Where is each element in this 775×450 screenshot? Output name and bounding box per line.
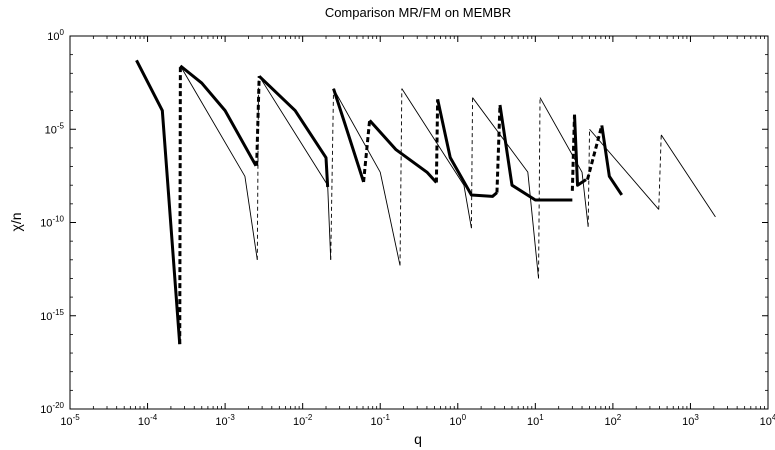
series-thin-solid-segment-1: [179, 65, 258, 260]
series-thin-solid-segment-5: [472, 97, 539, 279]
series-thin-dashed-segment-5: [538, 97, 541, 279]
x-tick-label: 10-4: [138, 413, 158, 428]
x-axis-label: q: [414, 431, 422, 447]
series-thick-solid-segment-1: [179, 64, 258, 167]
tick-labels: 10-5 10-4 10-3 10-2 10-1 100 101 102 103 104 10-20…: [40, 28, 775, 428]
y-tick-label: 10-10: [40, 215, 64, 230]
x-tick-label: 100: [449, 413, 466, 428]
series-thin-dashed-segment-7: [658, 134, 662, 210]
series-thin-dashed-segment-1: [256, 76, 260, 260]
x-tick-label: 10-5: [60, 413, 80, 428]
series-thick-solid-segment-1: [135, 59, 182, 345]
series-thick-dashed-segment-3: [362, 120, 372, 183]
y-tick-label: 10-20: [40, 401, 64, 416]
series-thick-solid-segment-2: [258, 75, 330, 188]
series-thick-solid-segment-3: [332, 88, 365, 183]
series-thick-solid-segment-8: [600, 125, 623, 196]
series-thin-solid-segment-7: [589, 128, 660, 210]
series-thick-dashed-segment-1: [178, 65, 182, 345]
series-thin-dashed-segment-2: [330, 88, 334, 260]
x-tick-label: 10-3: [215, 413, 235, 428]
plot-area: [69, 35, 769, 410]
y-tick-label: 10-15: [40, 308, 64, 323]
series-thick-solid-segment-6: [498, 104, 573, 202]
x-tick-label: 101: [527, 413, 544, 428]
series-layer: [135, 59, 716, 345]
series-thin-solid-segment-2: [258, 75, 332, 260]
x-tick-label: 103: [682, 413, 699, 428]
x-tick-label: 104: [760, 413, 775, 428]
series-thick-solid-segment-5: [436, 99, 498, 198]
y-tick-label: 10-5: [45, 121, 65, 136]
series-thin-solid-segment-6: [539, 97, 589, 227]
series-thick-dashed-segment-6: [570, 114, 577, 191]
series-thick-dashed-segment-4: [434, 99, 440, 183]
series-thin-dashed-segment-4: [470, 97, 473, 229]
series-thin-dashed-segment-3: [399, 88, 403, 266]
x-tick-label: 10-2: [293, 413, 313, 428]
y-axis-label: χ/n: [8, 212, 24, 231]
x-tick-label: 10-1: [371, 413, 391, 428]
x-tick-label: 102: [605, 413, 622, 428]
chart-title: Comparison MR/FM on MEMBR: [325, 5, 511, 20]
series-thin-dashed-segment-6: [587, 129, 590, 227]
series-thin-solid-segment-4: [401, 88, 472, 229]
series-thick-dashed-segment-7: [586, 125, 604, 180]
series-thin-solid-segment-3: [333, 88, 401, 266]
axis-ticks: [69, 35, 769, 410]
series-thick-solid-segment-4: [368, 119, 438, 184]
series-thin-solid-segment-8: [660, 134, 716, 218]
series-thick-dashed-segment-5: [495, 104, 502, 193]
y-tick-label: 100: [47, 28, 64, 43]
